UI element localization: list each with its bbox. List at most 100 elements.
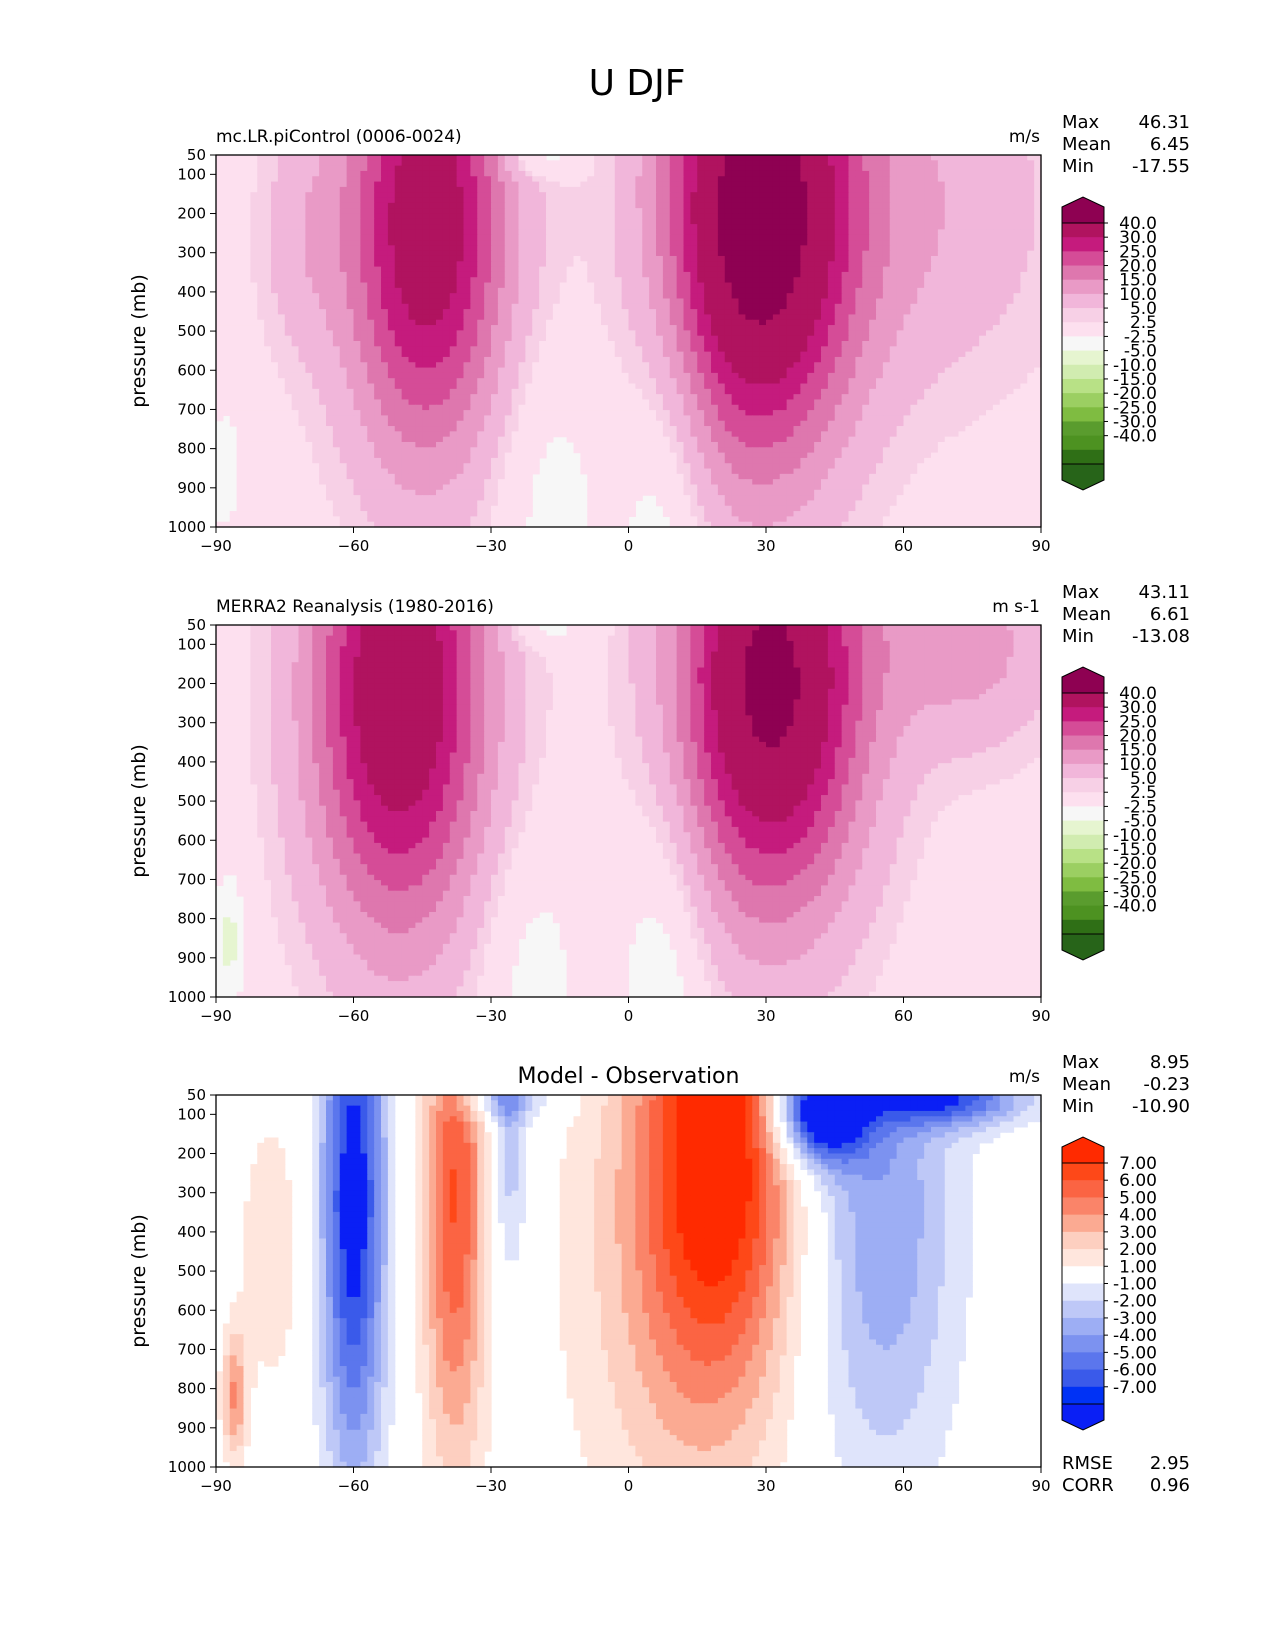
- field-cell: [484, 293, 492, 300]
- field-cell: [1013, 160, 1021, 167]
- field-cell: [807, 186, 815, 193]
- field-cell: [1013, 351, 1021, 358]
- field-cell: [607, 335, 616, 342]
- field-cell: [353, 202, 361, 209]
- field-cell: [422, 245, 430, 252]
- field-cell: [793, 170, 801, 177]
- field-cell: [834, 309, 843, 316]
- field-cell: [216, 229, 224, 236]
- field-cell: [394, 181, 403, 188]
- field-cell: [965, 181, 973, 188]
- field-cell: [559, 330, 568, 337]
- field-cell: [594, 176, 602, 183]
- field-cell: [394, 372, 403, 379]
- field-cell: [305, 293, 313, 300]
- field-cell: [1027, 218, 1035, 225]
- field-cell: [222, 234, 231, 241]
- field-cell: [284, 351, 293, 358]
- field-cell: [628, 250, 636, 257]
- field-cell: [986, 303, 994, 310]
- field-cell: [786, 170, 795, 177]
- field-cell: [800, 181, 808, 188]
- field-cell: [738, 255, 746, 262]
- field-cell: [669, 224, 678, 230]
- field-cell: [271, 309, 279, 316]
- field-cell: [216, 298, 224, 305]
- field-cell: [649, 224, 657, 230]
- field-cell: [1013, 325, 1021, 331]
- field-cell: [869, 208, 877, 215]
- field-cell: [264, 356, 272, 363]
- field-cell: [786, 277, 795, 284]
- field-cell: [552, 261, 561, 268]
- field-cell: [305, 170, 313, 177]
- field-cell: [484, 229, 492, 236]
- field-cell: [745, 367, 753, 374]
- field-cell: [814, 176, 822, 183]
- field-cell: [312, 261, 320, 268]
- field-cell: [979, 335, 987, 342]
- field-cell: [539, 197, 547, 204]
- field-cell: [779, 170, 788, 177]
- field-cell: [298, 218, 306, 225]
- field-cell: [793, 298, 801, 305]
- field-cell: [415, 277, 423, 284]
- field-cell: [862, 303, 870, 310]
- field-cell: [669, 325, 678, 331]
- field-cell: [477, 197, 485, 204]
- field-cell: [793, 367, 801, 374]
- field-cell: [456, 362, 465, 369]
- field-cell: [497, 309, 506, 316]
- field-cell: [607, 303, 616, 310]
- field-cell: [257, 197, 265, 204]
- field-cell: [367, 261, 375, 268]
- field-cell: [532, 213, 540, 220]
- field-cell: [876, 229, 884, 236]
- field-cell: [271, 197, 279, 204]
- field-cell: [759, 234, 767, 241]
- field-cell: [937, 309, 946, 316]
- field-cell: [931, 277, 939, 284]
- field-cell: [924, 356, 932, 363]
- field-cell: [649, 330, 657, 337]
- field-cell: [305, 303, 313, 310]
- field-cell: [277, 261, 286, 268]
- field-cell: [841, 309, 850, 316]
- field-cell: [484, 208, 492, 215]
- field-cell: [979, 298, 987, 305]
- field-cell: [683, 192, 691, 199]
- field-cell: [731, 330, 740, 337]
- field-cell: [429, 372, 437, 379]
- field-cell: [546, 255, 554, 262]
- field-cell: [539, 372, 547, 379]
- field-cell: [814, 346, 822, 353]
- field-cell: [573, 176, 581, 183]
- field-cell: [277, 155, 286, 161]
- field-cell: [1013, 335, 1021, 342]
- field-cell: [979, 229, 987, 236]
- field-cell: [642, 213, 650, 220]
- field-cell: [965, 367, 973, 374]
- field-cell: [814, 229, 822, 236]
- field-cell: [882, 170, 891, 177]
- field-cell: [937, 356, 946, 363]
- field-cell: [353, 218, 361, 225]
- field-cell: [367, 372, 375, 379]
- field-cell: [449, 314, 458, 321]
- field-cell: [931, 367, 939, 374]
- field-cell: [889, 341, 898, 347]
- field-cell: [552, 224, 561, 230]
- field-cell: [532, 303, 540, 310]
- field-cell: [903, 319, 911, 326]
- field-cell: [717, 298, 726, 305]
- field-cell: [552, 160, 561, 167]
- field-cell: [972, 351, 980, 358]
- field-cell: [422, 160, 430, 167]
- field-cell: [422, 362, 430, 369]
- field-cell: [972, 234, 980, 241]
- field-cell: [243, 170, 251, 177]
- field-cell: [704, 335, 712, 342]
- field-cell: [992, 240, 1001, 246]
- field-cell: [917, 293, 925, 300]
- field-cell: [1020, 330, 1028, 337]
